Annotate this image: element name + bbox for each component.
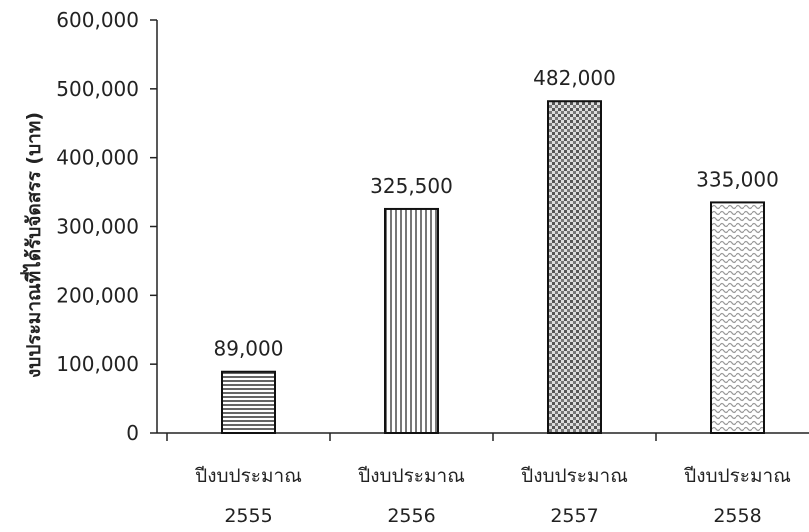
x-tick-label: 2555 <box>224 505 272 527</box>
y-tick-label: 200,000 <box>56 283 139 307</box>
x-axis-ticks <box>166 433 657 441</box>
bar-outline-1 <box>221 370 276 435</box>
data-label-1: 89,000 <box>214 337 284 361</box>
y-tick-label: 0 <box>126 421 139 445</box>
bar-4 <box>711 202 764 433</box>
data-label-2: 325,500 <box>370 174 453 198</box>
bar-3 <box>548 101 601 434</box>
x-tick-label: 2556 <box>387 505 435 527</box>
bar-outline-4 <box>710 201 765 434</box>
x-tick-label: ปีงบประมาณ <box>683 465 790 487</box>
bar-outline-3 <box>547 100 602 435</box>
y-tick-label: 500,000 <box>56 77 139 101</box>
data-label-4: 335,000 <box>696 167 779 191</box>
y-axis-label: งบประมาณที่ได้รับจัดสรร (บาท) <box>20 112 45 378</box>
data-labels: 89,000 325,500 482,000 335,000 <box>214 66 779 361</box>
y-axis-ticks: 0 100,000 200,000 300,000 400,000 500,000 600,… <box>56 8 157 445</box>
y-tick-label: 300,000 <box>56 215 139 239</box>
data-label-3: 482,000 <box>533 66 616 90</box>
y-tick-label: 400,000 <box>56 146 139 170</box>
x-tick-label: 2557 <box>550 505 598 527</box>
y-tick-label: 100,000 <box>56 352 139 376</box>
x-tick-label: 2558 <box>713 505 761 527</box>
bar-1 <box>222 371 275 433</box>
x-tick-label: ปีงบประมาณ <box>520 465 627 487</box>
bar-2 <box>385 208 438 433</box>
x-tick-label: ปีงบประมาณ <box>194 465 301 487</box>
x-tick-label: ปีงบประมาณ <box>357 465 464 487</box>
bars <box>221 100 765 435</box>
x-axis-tick-labels: ปีงบประมาณ 2555 ปีงบประมาณ 2556 ปีงบประมาณ 25… <box>194 465 790 527</box>
bar-outline-2 <box>384 207 439 434</box>
y-tick-label: 600,000 <box>56 8 139 32</box>
